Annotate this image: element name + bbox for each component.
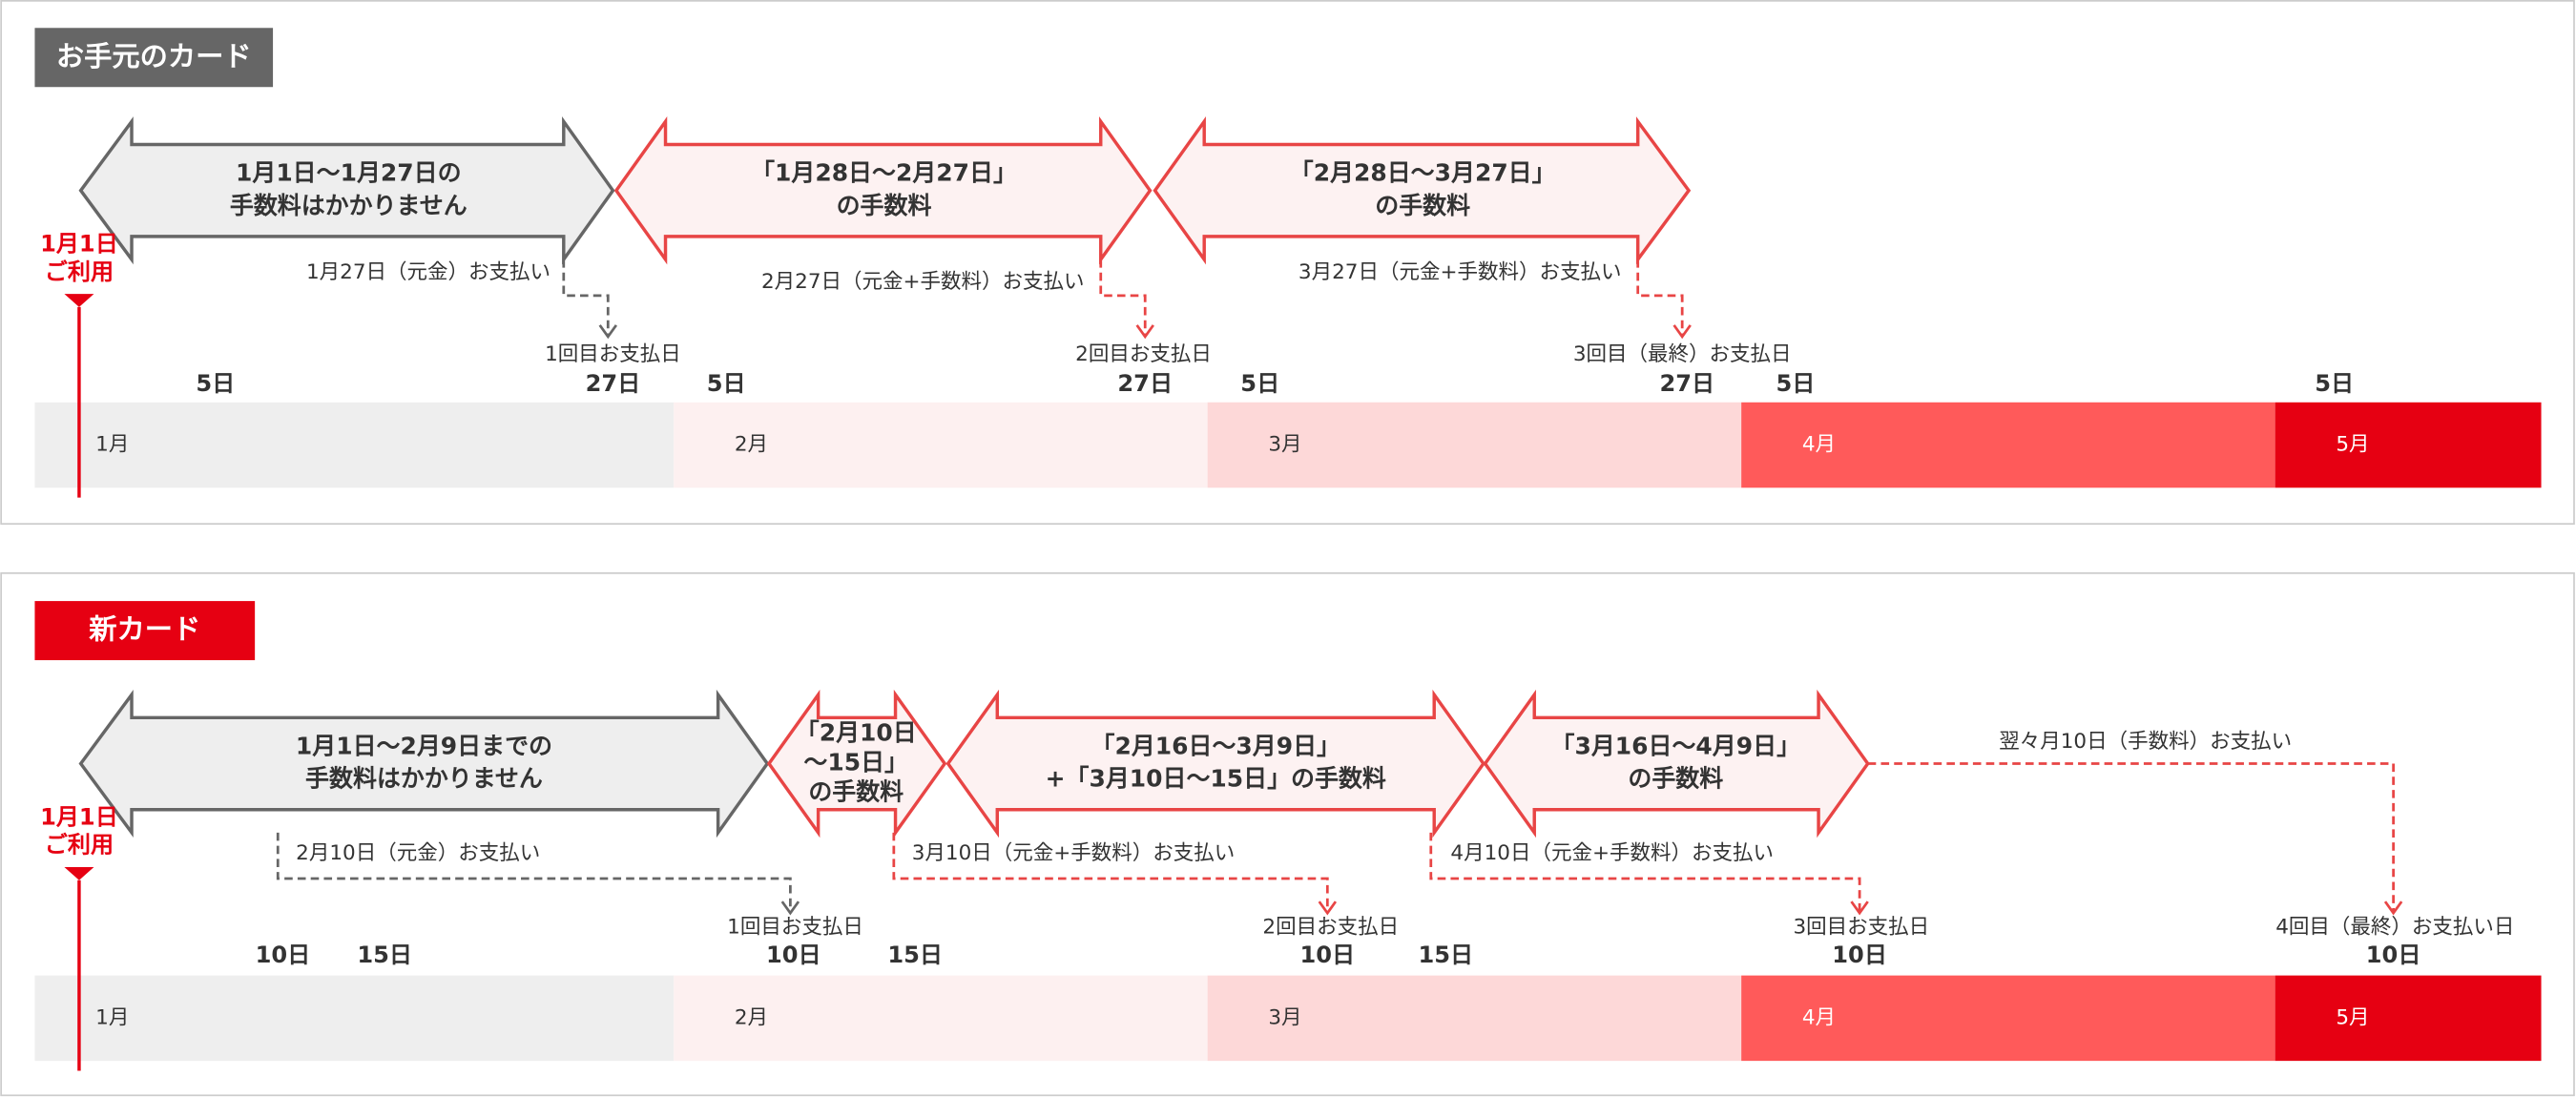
- day-label: 5日: [2315, 370, 2354, 397]
- arrow-text: ～15日」: [803, 749, 908, 776]
- arrow-text: の手数料: [1628, 765, 1723, 793]
- first-use-marker: [64, 294, 94, 307]
- month-label: 1月: [95, 433, 129, 457]
- day-label: 5日: [1776, 370, 1816, 397]
- day-label: 10日: [1832, 942, 1887, 968]
- period-arrow: [766, 689, 947, 838]
- month-band: [2275, 975, 2542, 1062]
- arrow-text: 「2月28日～3月27日」: [1290, 158, 1556, 186]
- day-label: 10日: [256, 942, 311, 968]
- connector-head: [1850, 900, 1869, 916]
- arrow-text: の手数料: [1375, 192, 1470, 219]
- month-label: 2月: [735, 433, 768, 457]
- connector: [1429, 832, 1861, 914]
- panel-label-box: [34, 28, 274, 88]
- arrow-text: 「2月16日～3月9日」: [1091, 732, 1340, 759]
- period-arrow: [1153, 116, 1692, 265]
- day-label: 15日: [1418, 942, 1473, 968]
- day-label: 5日: [707, 370, 746, 397]
- payment-day: 1回目お支払日: [545, 342, 681, 366]
- payment-note: 翌々月10日（手数料）お支払い: [1999, 730, 2292, 754]
- first-use-marker: [64, 866, 94, 880]
- connector-head: [1672, 324, 1692, 340]
- month-label: 4月: [1802, 1005, 1836, 1029]
- arrow-text: 手数料はかかりません: [305, 765, 543, 793]
- month-label: 1月: [95, 1005, 129, 1029]
- payment-note: 1月27日（元金）お支払い: [306, 260, 551, 284]
- payment-note: 2月10日（元金）お支払い: [296, 841, 540, 865]
- payment-day: 4回目（最終）お支払い日: [2275, 916, 2514, 940]
- day-label: 5日: [196, 370, 235, 397]
- period-arrow: [613, 116, 1153, 265]
- day-label: 27日: [1117, 370, 1173, 397]
- month-band: [674, 975, 1208, 1062]
- panel-label: お手元のカード: [56, 40, 252, 72]
- arrow-text: の手数料: [808, 778, 904, 806]
- payment-note: 3月27日（元金+手数料）お支払い: [1298, 260, 1622, 284]
- day-label: 10日: [1300, 942, 1356, 968]
- month-band: [34, 975, 675, 1062]
- arrow-text: 「1月28日～2月27日」: [751, 158, 1017, 186]
- connector: [562, 259, 610, 337]
- arrow-text: 1月1日～2月9日までの: [296, 732, 552, 759]
- payment-day: 2回目お支払日: [1075, 342, 1212, 366]
- month-label: 2月: [735, 1005, 768, 1029]
- day-label: 5日: [1240, 370, 1279, 397]
- payment-note: 3月10日（元金+手数料）お支払い: [912, 841, 1236, 865]
- payment-note: 2月27日（元金+手数料）お支払い: [761, 270, 1085, 294]
- connector: [1099, 259, 1147, 337]
- arrow-text: 「3月16日～4月9日」: [1551, 732, 1800, 759]
- day-label: 27日: [1660, 370, 1715, 397]
- payment-day: 3回目お支払日: [1793, 916, 1929, 940]
- period-arrow: [78, 116, 615, 265]
- month-band: [1207, 975, 1742, 1062]
- arrow-text: の手数料: [837, 192, 932, 219]
- day-label: 10日: [2366, 942, 2421, 968]
- month-label: 4月: [1802, 433, 1836, 457]
- panel-label-box: [34, 601, 256, 661]
- day-label: 10日: [766, 942, 821, 968]
- month-band: [2275, 402, 2542, 488]
- arrow-text: 「2月10日: [796, 719, 917, 747]
- month-band: [1741, 402, 2275, 488]
- connector-head: [1135, 324, 1154, 340]
- arrow-text: 1月1日～1月27日の: [236, 158, 462, 186]
- day-label: 15日: [887, 942, 943, 968]
- panel-label: 新カード: [88, 613, 200, 646]
- first-use: ご利用: [45, 832, 114, 859]
- connector-head: [2383, 900, 2403, 916]
- payment-day: 3回目（最終）お支払日: [1573, 342, 1792, 366]
- month-label: 5月: [2336, 433, 2369, 457]
- arrow-text: 手数料はかかりません: [230, 192, 467, 219]
- day-label: 27日: [586, 370, 641, 397]
- arrow-text: +「3月10日～15日」の手数料: [1046, 765, 1386, 793]
- connector-head: [780, 900, 800, 916]
- first-use: ご利用: [45, 259, 114, 285]
- connector: [892, 832, 1329, 914]
- month-band: [674, 402, 1208, 488]
- month-label: 3月: [1268, 1005, 1301, 1029]
- month-label: 5月: [2336, 1005, 2369, 1029]
- connector-head: [598, 324, 618, 340]
- day-label: 15日: [357, 942, 412, 968]
- first-use: 1月1日: [40, 803, 118, 830]
- connector-head: [1318, 900, 1338, 916]
- month-band: [1207, 402, 1742, 488]
- first-use: 1月1日: [40, 231, 118, 258]
- connector: [1636, 259, 1684, 337]
- payment-note: 4月10日（元金+手数料）お支払い: [1450, 841, 1774, 865]
- month-label: 3月: [1268, 433, 1301, 457]
- payment-day: 1回目お支払日: [727, 916, 863, 940]
- payment-day: 2回目お支払日: [1262, 916, 1399, 940]
- month-band: [1741, 975, 2275, 1062]
- month-band: [34, 402, 675, 488]
